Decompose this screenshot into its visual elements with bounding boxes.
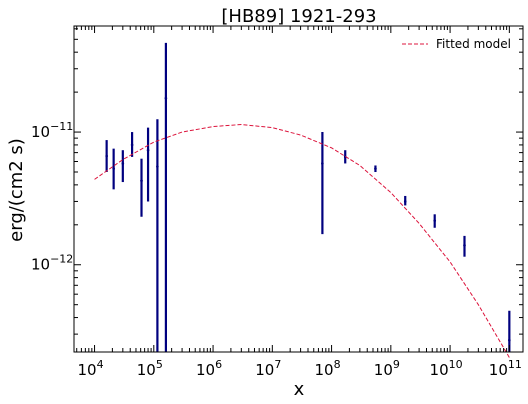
x-tick-label: 1010: [430, 358, 463, 379]
data-marker: [156, 165, 159, 168]
data-point: [321, 132, 324, 235]
data-point: [121, 150, 125, 183]
y-axis-label: erg/(cm2 s): [6, 138, 27, 242]
x-tick-label: 1011: [489, 358, 522, 379]
x-tick-label: 104: [78, 358, 104, 379]
x-tick-label: 109: [374, 358, 400, 379]
plot-frame: [73, 25, 524, 353]
data-marker: [433, 219, 437, 222]
x-tick-label: 106: [196, 358, 222, 379]
y-tick-label: 10−12: [31, 253, 73, 274]
x-tick-label: 108: [315, 358, 341, 379]
legend: Fitted model: [402, 37, 511, 51]
data-point: [463, 235, 466, 257]
fitted-model-line: [94, 124, 510, 358]
chart-title: [HB89] 1921-293: [221, 6, 376, 27]
data-point: [112, 148, 115, 190]
data-marker: [374, 167, 377, 170]
data-marker: [403, 200, 407, 203]
data-point: [105, 140, 108, 173]
data-point: [164, 42, 168, 352]
legend-fitted-model-label: Fitted model: [436, 37, 511, 51]
x-tick-label: 107: [255, 358, 281, 379]
data-marker: [146, 148, 150, 152]
x-tick-label: 105: [137, 358, 163, 379]
data-marker: [508, 338, 511, 342]
data-point: [433, 214, 437, 228]
data-point: [130, 132, 134, 157]
y-tick-label: 10−11: [31, 120, 73, 141]
data-marker: [321, 162, 324, 165]
x-axis-label: x: [294, 379, 305, 400]
data-marker: [130, 143, 134, 147]
data-marker: [112, 167, 115, 170]
data-marker: [121, 162, 125, 165]
data-marker: [164, 96, 168, 100]
data-point: [374, 165, 377, 173]
data-marker: [140, 179, 143, 182]
data-point: [403, 195, 407, 206]
data-point: [146, 127, 150, 202]
data-point: [156, 119, 159, 352]
data-marker: [105, 154, 108, 158]
data-marker: [463, 244, 466, 247]
data-point: [140, 158, 143, 217]
